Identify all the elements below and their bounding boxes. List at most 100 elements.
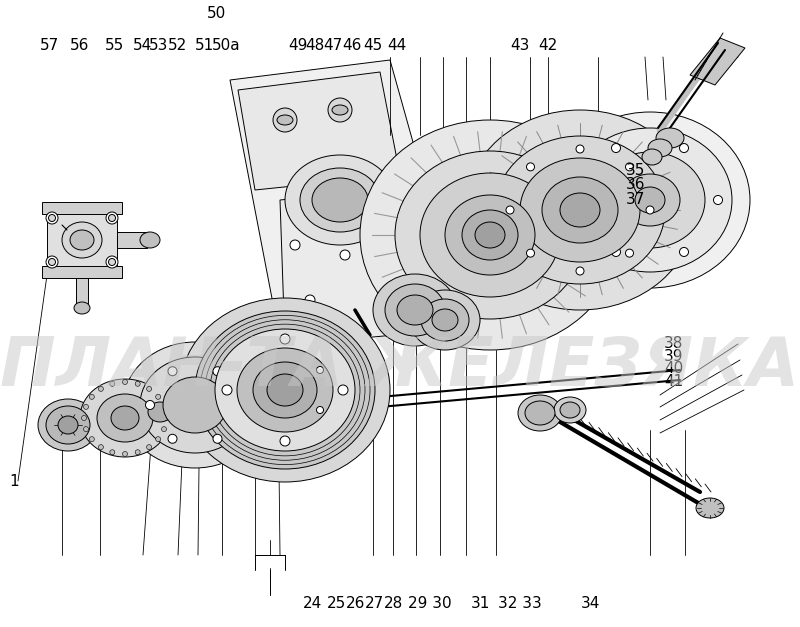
- Circle shape: [110, 450, 115, 455]
- Ellipse shape: [518, 395, 562, 431]
- Text: 52: 52: [168, 38, 187, 53]
- Ellipse shape: [285, 155, 395, 245]
- Text: 24: 24: [302, 596, 322, 611]
- Ellipse shape: [595, 152, 705, 248]
- Ellipse shape: [445, 195, 535, 275]
- Circle shape: [714, 196, 722, 204]
- Text: 35: 35: [626, 163, 645, 178]
- Circle shape: [611, 144, 621, 152]
- Text: 31: 31: [470, 596, 490, 611]
- Ellipse shape: [62, 222, 102, 258]
- Text: 37: 37: [626, 192, 645, 207]
- Ellipse shape: [421, 299, 469, 341]
- Circle shape: [280, 436, 290, 446]
- Circle shape: [576, 267, 584, 275]
- Circle shape: [235, 401, 245, 409]
- Circle shape: [506, 206, 514, 214]
- Circle shape: [122, 379, 127, 384]
- Ellipse shape: [620, 174, 680, 226]
- Circle shape: [222, 385, 232, 395]
- Circle shape: [156, 436, 161, 441]
- Ellipse shape: [277, 115, 293, 125]
- Ellipse shape: [495, 136, 665, 284]
- Bar: [42, 202, 122, 214]
- Bar: [117, 232, 147, 248]
- Circle shape: [135, 450, 140, 455]
- Text: 44: 44: [387, 38, 406, 53]
- Circle shape: [168, 435, 177, 443]
- Ellipse shape: [46, 406, 90, 444]
- Circle shape: [340, 250, 350, 260]
- Text: 27: 27: [365, 596, 384, 611]
- Circle shape: [213, 435, 222, 443]
- Text: 42: 42: [538, 38, 558, 53]
- Polygon shape: [47, 210, 117, 270]
- Circle shape: [146, 386, 151, 391]
- Ellipse shape: [656, 128, 684, 148]
- Ellipse shape: [642, 149, 662, 165]
- Text: 53: 53: [149, 38, 168, 53]
- Circle shape: [110, 381, 115, 386]
- Text: 46: 46: [342, 38, 362, 53]
- Text: 55: 55: [105, 38, 124, 53]
- Text: 47: 47: [323, 38, 342, 53]
- Text: 32 33: 32 33: [498, 596, 542, 611]
- Circle shape: [83, 426, 89, 431]
- Circle shape: [162, 426, 166, 431]
- Polygon shape: [690, 38, 745, 85]
- Ellipse shape: [648, 139, 672, 157]
- Polygon shape: [280, 185, 450, 345]
- Circle shape: [135, 381, 140, 386]
- Text: 50a: 50a: [212, 38, 241, 53]
- Ellipse shape: [432, 309, 458, 331]
- Circle shape: [626, 249, 634, 257]
- Circle shape: [82, 416, 86, 421]
- Ellipse shape: [74, 302, 90, 314]
- Ellipse shape: [140, 232, 160, 248]
- Text: 36: 36: [626, 177, 645, 192]
- Circle shape: [611, 248, 621, 256]
- Text: 45: 45: [363, 38, 382, 53]
- Text: 28: 28: [384, 596, 403, 611]
- Circle shape: [578, 196, 586, 204]
- Text: 43: 43: [510, 38, 530, 53]
- Text: 41: 41: [664, 374, 683, 389]
- Text: 26: 26: [346, 596, 366, 611]
- Ellipse shape: [360, 120, 620, 350]
- Ellipse shape: [542, 177, 618, 243]
- Circle shape: [290, 240, 300, 250]
- Ellipse shape: [568, 128, 732, 272]
- Ellipse shape: [215, 329, 355, 451]
- Text: 1: 1: [10, 474, 19, 489]
- Ellipse shape: [138, 393, 182, 431]
- Ellipse shape: [300, 168, 380, 232]
- Ellipse shape: [163, 377, 227, 433]
- Circle shape: [395, 290, 405, 300]
- Ellipse shape: [332, 105, 348, 115]
- Ellipse shape: [97, 394, 153, 442]
- Circle shape: [626, 163, 634, 171]
- Circle shape: [98, 386, 103, 391]
- Ellipse shape: [410, 290, 480, 350]
- Circle shape: [328, 98, 352, 122]
- Circle shape: [338, 385, 348, 395]
- Circle shape: [106, 256, 118, 268]
- Ellipse shape: [462, 210, 518, 260]
- Bar: [76, 278, 88, 306]
- Ellipse shape: [70, 230, 94, 250]
- Ellipse shape: [525, 401, 555, 425]
- Circle shape: [98, 445, 103, 450]
- Circle shape: [49, 258, 55, 265]
- Circle shape: [317, 367, 323, 374]
- Ellipse shape: [237, 348, 333, 432]
- Ellipse shape: [111, 406, 139, 430]
- Ellipse shape: [560, 402, 580, 418]
- Ellipse shape: [696, 498, 724, 518]
- Circle shape: [106, 212, 118, 224]
- Ellipse shape: [520, 158, 640, 262]
- Circle shape: [305, 295, 315, 305]
- Ellipse shape: [550, 112, 750, 288]
- Ellipse shape: [420, 173, 560, 297]
- Circle shape: [280, 334, 290, 344]
- Ellipse shape: [267, 374, 303, 406]
